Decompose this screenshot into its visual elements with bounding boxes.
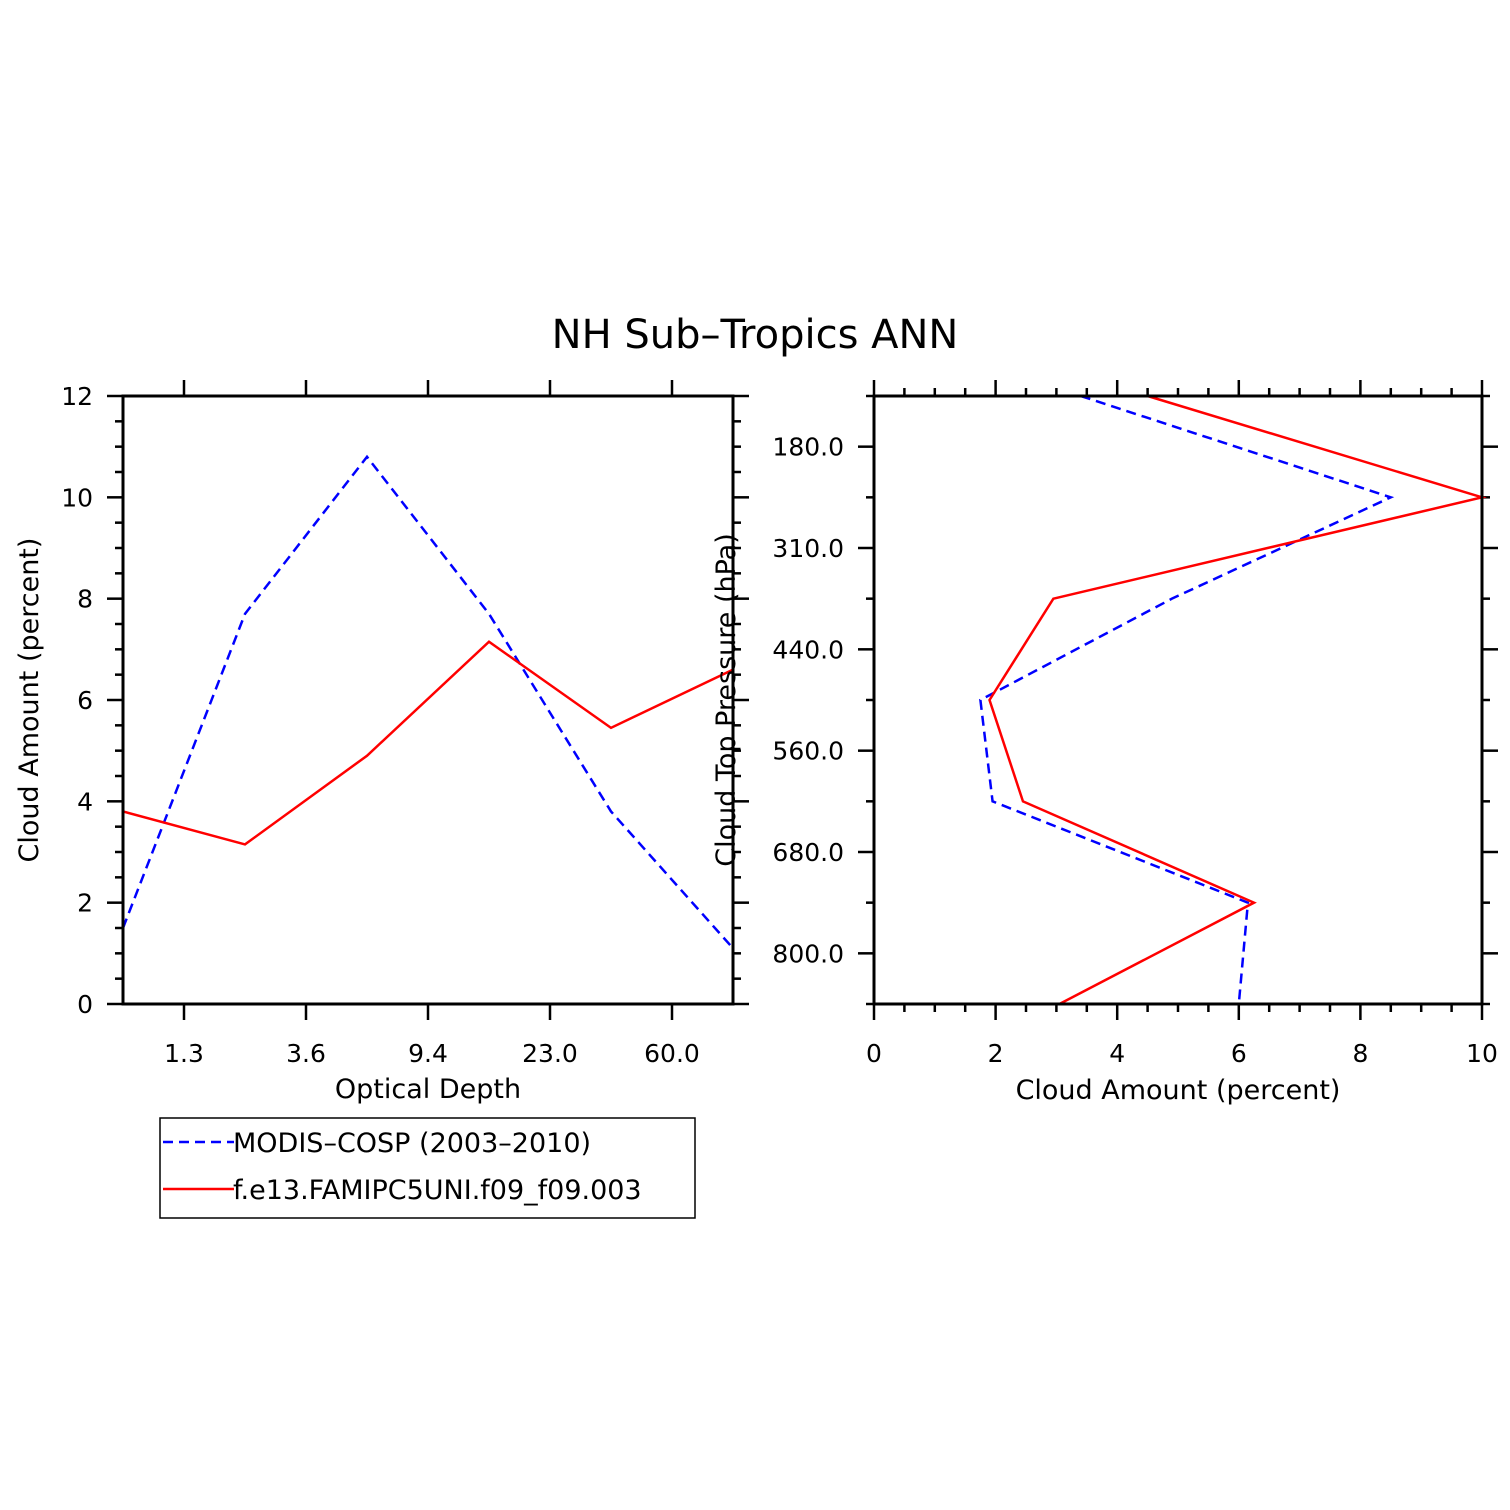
y-tick-label: 4 — [77, 787, 93, 816]
series-line-1 — [122, 640, 734, 846]
x-tick-label: 23.0 — [522, 1039, 578, 1068]
left-y-axis-label: Cloud Amount (percent) — [14, 538, 45, 863]
y-tick-label: 680.0 — [772, 838, 844, 867]
x-tick-label: 10 — [1466, 1039, 1498, 1068]
y-tick-label: 2 — [77, 889, 93, 918]
y-tick-label: 180.0 — [772, 433, 844, 462]
right-y-axis-label: Cloud Top Pressure (hPa) — [711, 533, 742, 867]
y-tick-label: 560.0 — [772, 737, 844, 766]
y-tick-label: 12 — [61, 382, 93, 411]
x-tick-label: 3.6 — [286, 1039, 326, 1068]
y-tick-label: 0 — [77, 990, 93, 1019]
y-tick-label: 440.0 — [772, 635, 844, 664]
left-chart: 0 2 4 6 8 10 12 1.3 3.6 9.4 23.0 60.0 Optical Depth… — [14, 380, 749, 1105]
left-series-lines — [121, 454, 734, 950]
x-tick-label: 1.3 — [164, 1039, 204, 1068]
right-ticks — [858, 380, 1498, 1020]
figure-title: NH Sub–Tropics ANN — [552, 312, 959, 358]
x-tick-label: 8 — [1352, 1039, 1368, 1068]
legend-box — [159, 1117, 696, 1219]
y-tick-label: 6 — [77, 686, 93, 715]
y-tick-label: 8 — [77, 585, 93, 614]
x-tick-label: 60.0 — [644, 1039, 700, 1068]
x-tick-label: 6 — [1231, 1039, 1247, 1068]
y-tick-label: 10 — [61, 483, 93, 512]
x-tick-label: 2 — [988, 1039, 1004, 1068]
series-line-0 — [121, 454, 734, 950]
y-tick-label: 310.0 — [772, 534, 844, 563]
legend-label-modis: MODIS–COSP (2003–2010) — [233, 1128, 591, 1159]
right-x-axis-label: Cloud Amount (percent) — [1016, 1075, 1341, 1106]
x-tick-label: 0 — [866, 1039, 882, 1068]
left-plot-frame — [121, 394, 735, 1006]
right-plot-frame — [872, 394, 1484, 1006]
y-tick-label: 800.0 — [772, 939, 844, 968]
right-tick-labels: 0 2 4 6 8 10 180.0 310.0 440.0 560.0 680.0 800.0 — [772, 433, 1497, 1068]
x-tick-label: 4 — [1109, 1039, 1125, 1068]
x-tick-label: 9.4 — [408, 1039, 448, 1068]
legend: MODIS–COSP (2003–2010) f.e13.FAMIPC5UNI.… — [159, 1117, 696, 1219]
right-chart: 0 2 4 6 8 10 180.0 310.0 440.0 560.0 680.0 800.0 Cl… — [711, 380, 1498, 1106]
left-tick-labels: 0 2 4 6 8 10 12 1.3 3.6 9.4 23.0 60.0 — [61, 382, 700, 1068]
series-line-1 — [988, 394, 1487, 1006]
right-series-lines — [979, 394, 1487, 1006]
series-line-0 — [979, 394, 1395, 1005]
legend-label-model: f.e13.FAMIPC5UNI.f09_f09.003 — [233, 1175, 642, 1206]
left-x-axis-label: Optical Depth — [335, 1074, 521, 1105]
